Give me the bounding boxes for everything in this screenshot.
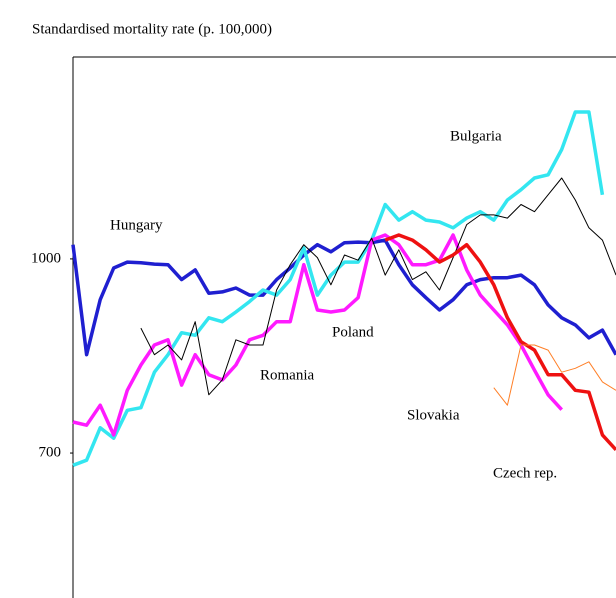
series-label: Slovakia: [407, 407, 460, 423]
series-label: Hungary: [110, 217, 163, 233]
series-label: Romania: [260, 367, 314, 383]
y-tick-label: 700: [39, 444, 62, 460]
series-label: Czech rep.: [493, 465, 557, 481]
series-label: Bulgaria: [450, 128, 502, 144]
series-line: [493, 344, 616, 406]
series-line: [140, 177, 616, 396]
series-line: [71, 238, 616, 357]
y-tick-label: 1000: [31, 250, 61, 266]
series-label: Poland: [332, 324, 374, 340]
series-line: [72, 233, 563, 437]
chart-title: Standardised mortality rate (p. 100,000): [32, 21, 272, 37]
series-line: [72, 110, 605, 467]
series-line: [384, 233, 616, 451]
